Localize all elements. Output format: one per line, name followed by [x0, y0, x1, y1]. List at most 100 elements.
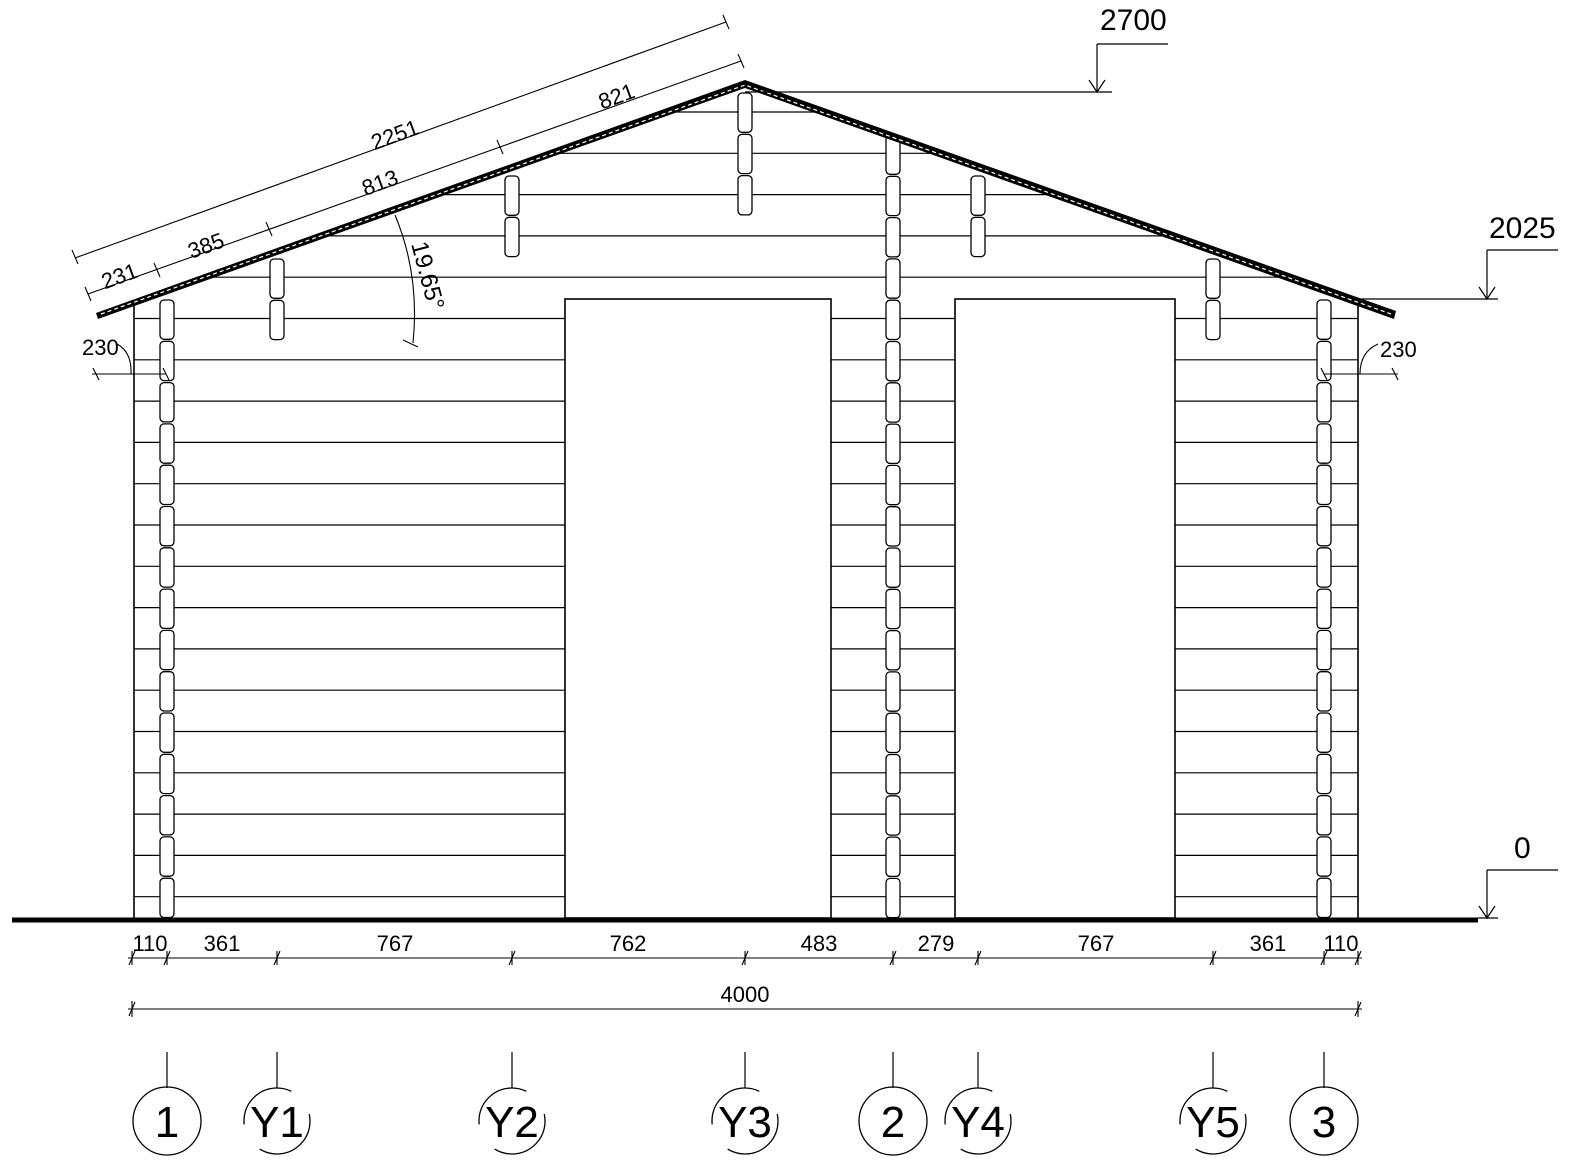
roof-eave-slope-label: 231 [98, 258, 141, 294]
log-block [885, 795, 901, 836]
overhang-left-label: 230 [82, 335, 119, 360]
log-posts [159, 92, 1332, 919]
log-block [159, 299, 175, 340]
log-block [885, 629, 901, 671]
level-markers [745, 43, 1558, 920]
roof-left-slope [96, 80, 745, 319]
log-block [159, 547, 175, 588]
log-block [159, 588, 175, 630]
log-block [504, 175, 520, 216]
axis-label: 2 [881, 1098, 905, 1147]
pitch-angle-marker [394, 214, 419, 348]
roof-inner-line [100, 84, 1392, 315]
log-block [1316, 836, 1332, 877]
log-block [159, 381, 175, 423]
door-opening-right [954, 298, 1176, 919]
axis-bubble [944, 1087, 1012, 1155]
log-block [885, 877, 901, 919]
log-block [159, 464, 175, 506]
axis-bubble [858, 1086, 928, 1156]
axis-label: Y2 [485, 1098, 539, 1147]
log-block [159, 877, 175, 919]
log-block [1316, 505, 1332, 547]
log-block [885, 588, 901, 630]
level-eaves-label: 2025 [1489, 212, 1556, 245]
log-block [1316, 423, 1332, 464]
log-block [885, 382, 901, 423]
roof-right-slope [745, 80, 1396, 319]
log-block [269, 258, 285, 299]
log-block [885, 506, 901, 547]
log-block [1205, 299, 1221, 341]
log-block [159, 671, 175, 712]
log-block [885, 753, 901, 795]
log-block [159, 712, 175, 753]
axis-label: Y1 [250, 1098, 304, 1147]
roof-middle-slope-label: 813 [358, 165, 401, 201]
roof-dimension-lines [71, 14, 745, 302]
log-block [159, 836, 175, 877]
grid-axes: 1 Y1 Y2 Y3 2 Y4 Y5 3 [132, 1052, 1359, 1156]
log-block [885, 712, 901, 754]
overall-width-label: 4000 [721, 982, 770, 1007]
log-block [1316, 547, 1332, 588]
log-block [269, 299, 285, 341]
roof-total-slope-label: 2251 [368, 115, 423, 155]
log-block [1316, 877, 1332, 919]
log-block [1316, 794, 1332, 836]
log-block [737, 133, 753, 175]
log-block [970, 216, 986, 258]
log-block [737, 174, 753, 216]
axis-label: Y5 [1186, 1098, 1240, 1147]
log-block [885, 340, 901, 382]
bottom-dim-label: 767 [1078, 931, 1115, 956]
axis-label: 3 [1312, 1098, 1336, 1147]
log-block [737, 92, 753, 133]
log-block [1205, 258, 1221, 299]
log-block [1316, 671, 1332, 712]
door-opening-left [564, 298, 832, 919]
axis-label: 1 [155, 1098, 179, 1147]
log-block [885, 671, 901, 712]
bottom-dim-label: 279 [918, 931, 955, 956]
log-block [159, 340, 175, 382]
log-block [159, 505, 175, 547]
bottom-dim-label: 361 [1250, 931, 1287, 956]
overhang-right-label: 230 [1380, 337, 1417, 362]
log-block [885, 423, 901, 465]
bottom-dim-label: 483 [801, 931, 838, 956]
level-ridge-label: 2700 [1100, 4, 1167, 37]
overhang-dims [92, 343, 1399, 381]
axis-bubble [478, 1087, 546, 1155]
wall-outline [133, 302, 1359, 918]
log-block [885, 216, 901, 258]
log-block [159, 423, 175, 464]
axis-bubble [243, 1087, 311, 1155]
bottom-dim-label: 767 [377, 931, 414, 956]
axis-label: Y3 [718, 1098, 772, 1147]
log-block [970, 175, 986, 216]
axis-label: Y4 [951, 1098, 1005, 1147]
log-block [1316, 381, 1332, 423]
roof [96, 80, 1396, 319]
log-block [159, 629, 175, 671]
log-block [1316, 340, 1332, 382]
axis-bubble [711, 1087, 779, 1155]
log-block [1316, 464, 1332, 506]
level-ground-label: 0 [1514, 832, 1531, 865]
log-block [504, 216, 520, 258]
log-block [1316, 753, 1332, 795]
log-block [885, 464, 901, 506]
bottom-dim-label: 762 [610, 931, 647, 956]
log-block [159, 753, 175, 795]
log-block [1316, 629, 1332, 671]
bottom-dim-label: 110 [1323, 931, 1358, 956]
bottom-dim-label: 110 [132, 931, 167, 956]
log-block [1316, 712, 1332, 753]
axis-bubble [1289, 1086, 1359, 1156]
roof-upper-slope-label: 821 [595, 78, 638, 114]
roof-lower-slope-label: 385 [184, 228, 227, 264]
axis-bubble [132, 1086, 202, 1156]
log-block [159, 794, 175, 836]
